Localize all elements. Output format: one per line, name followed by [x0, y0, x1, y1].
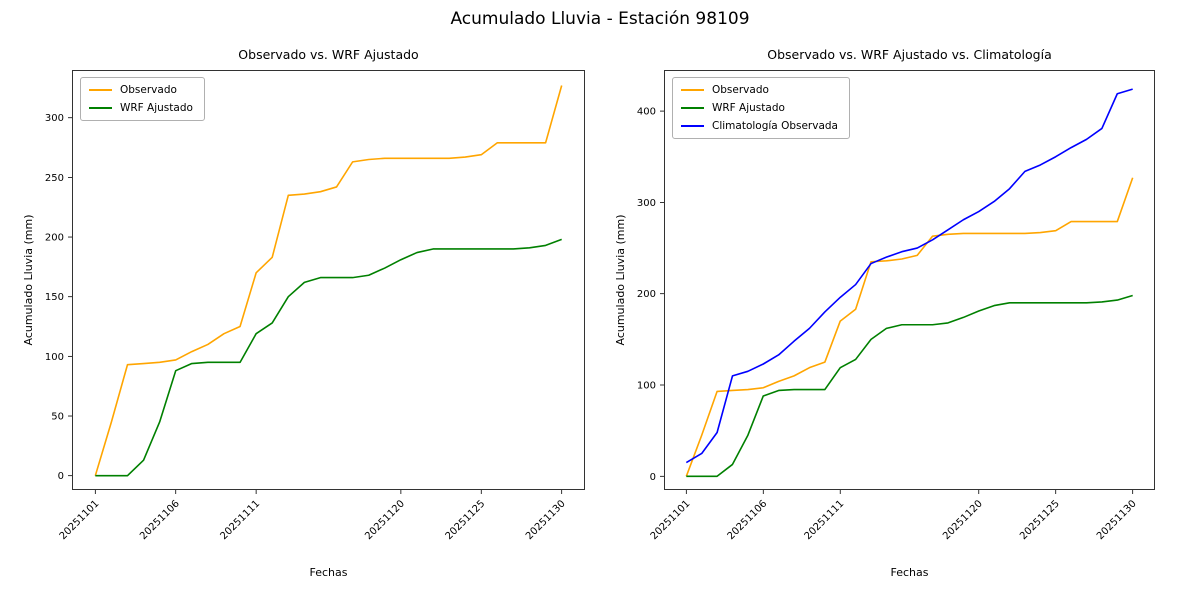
legend-line-swatch	[681, 89, 704, 91]
y-tick-label: 150	[45, 292, 64, 303]
right-chart-axes: 0 100 200 300 400 20251101 20251106 20251111 202…	[637, 70, 1155, 542]
y-tick-label: 100	[45, 352, 64, 363]
x-tick-label: 20251130	[524, 498, 568, 542]
series-line-wrf-ajustado	[95, 238, 562, 477]
y-tick-label: 200	[637, 289, 656, 300]
legend-entry: WRF Ajustado	[89, 102, 193, 114]
x-tick-label: 20251120	[363, 498, 407, 542]
left-subplot-title: Observado vs. WRF Ajustado	[238, 47, 419, 62]
legend-line-swatch	[681, 107, 704, 109]
legend-entry: WRF Ajustado	[681, 102, 838, 114]
legend-label: WRF Ajustado	[712, 102, 785, 114]
y-tick-label: 300	[637, 198, 656, 209]
series-line-observado	[685, 177, 1134, 477]
y-tick-label: 300	[45, 113, 64, 124]
figure-title: Acumulado Lluvia - Estación 98109	[450, 9, 750, 29]
legend-entry: Climatología Observada	[681, 120, 838, 132]
left-x-axis-label: Fechas	[309, 566, 348, 579]
legend-line-swatch	[681, 125, 704, 127]
right-y-axis-label: Acumulado Lluvia (mm)	[614, 214, 627, 346]
axes-spines	[664, 70, 1155, 490]
legend-label: Climatología Observada	[712, 120, 838, 132]
x-tick-label: 20251111	[218, 498, 262, 542]
y-tick-label: 0	[58, 471, 64, 482]
x-tick-label: 20251106	[726, 498, 770, 542]
legend: Observado WRF Ajustado Climatología Observ…	[672, 77, 850, 139]
y-tick-label: 100	[637, 381, 656, 392]
x-tick-label: 20251101	[649, 498, 693, 542]
x-tick-label: 20251130	[1095, 498, 1139, 542]
x-tick-label: 20251125	[444, 498, 488, 542]
x-tick-label: 20251125	[1018, 498, 1062, 542]
plot-area: 0 50 100 150 200 250 300 20251101 20251106 202511…	[45, 70, 585, 542]
legend-label: WRF Ajustado	[120, 102, 193, 114]
legend-entry: Observado	[681, 84, 838, 96]
axes-spines	[72, 70, 585, 490]
legend-label: Observado	[712, 84, 769, 96]
left-y-axis-label: Acumulado Lluvia (mm)	[22, 214, 35, 346]
y-tick-label: 200	[45, 233, 64, 244]
right-x-axis-label: Fechas	[890, 566, 929, 579]
x-tick-label: 20251106	[138, 498, 182, 542]
x-tick-label: 20251111	[803, 498, 847, 542]
legend-label: Observado	[120, 84, 177, 96]
legend-entry: Observado	[89, 84, 193, 96]
series-line-observado	[94, 85, 563, 476]
y-tick-label: 400	[637, 107, 656, 118]
right-subplot-title: Observado vs. WRF Ajustado vs. Climatolo…	[767, 47, 1052, 62]
series-line-wrf-ajustado	[686, 294, 1133, 478]
legend-line-swatch	[89, 89, 112, 91]
y-tick-label: 250	[45, 173, 64, 184]
series-line-climatolog-a-observada	[685, 88, 1133, 464]
y-tick-label: 50	[51, 412, 64, 423]
left-chart-axes: 0 50 100 150 200 250 300 20251101 20251106 202511…	[45, 70, 585, 542]
legend-line-swatch	[89, 107, 112, 109]
x-tick-label: 20251101	[58, 498, 102, 542]
y-tick-label: 0	[650, 472, 656, 483]
legend: Observado WRF Ajustado	[80, 77, 205, 121]
x-tick-label: 20251120	[941, 498, 985, 542]
